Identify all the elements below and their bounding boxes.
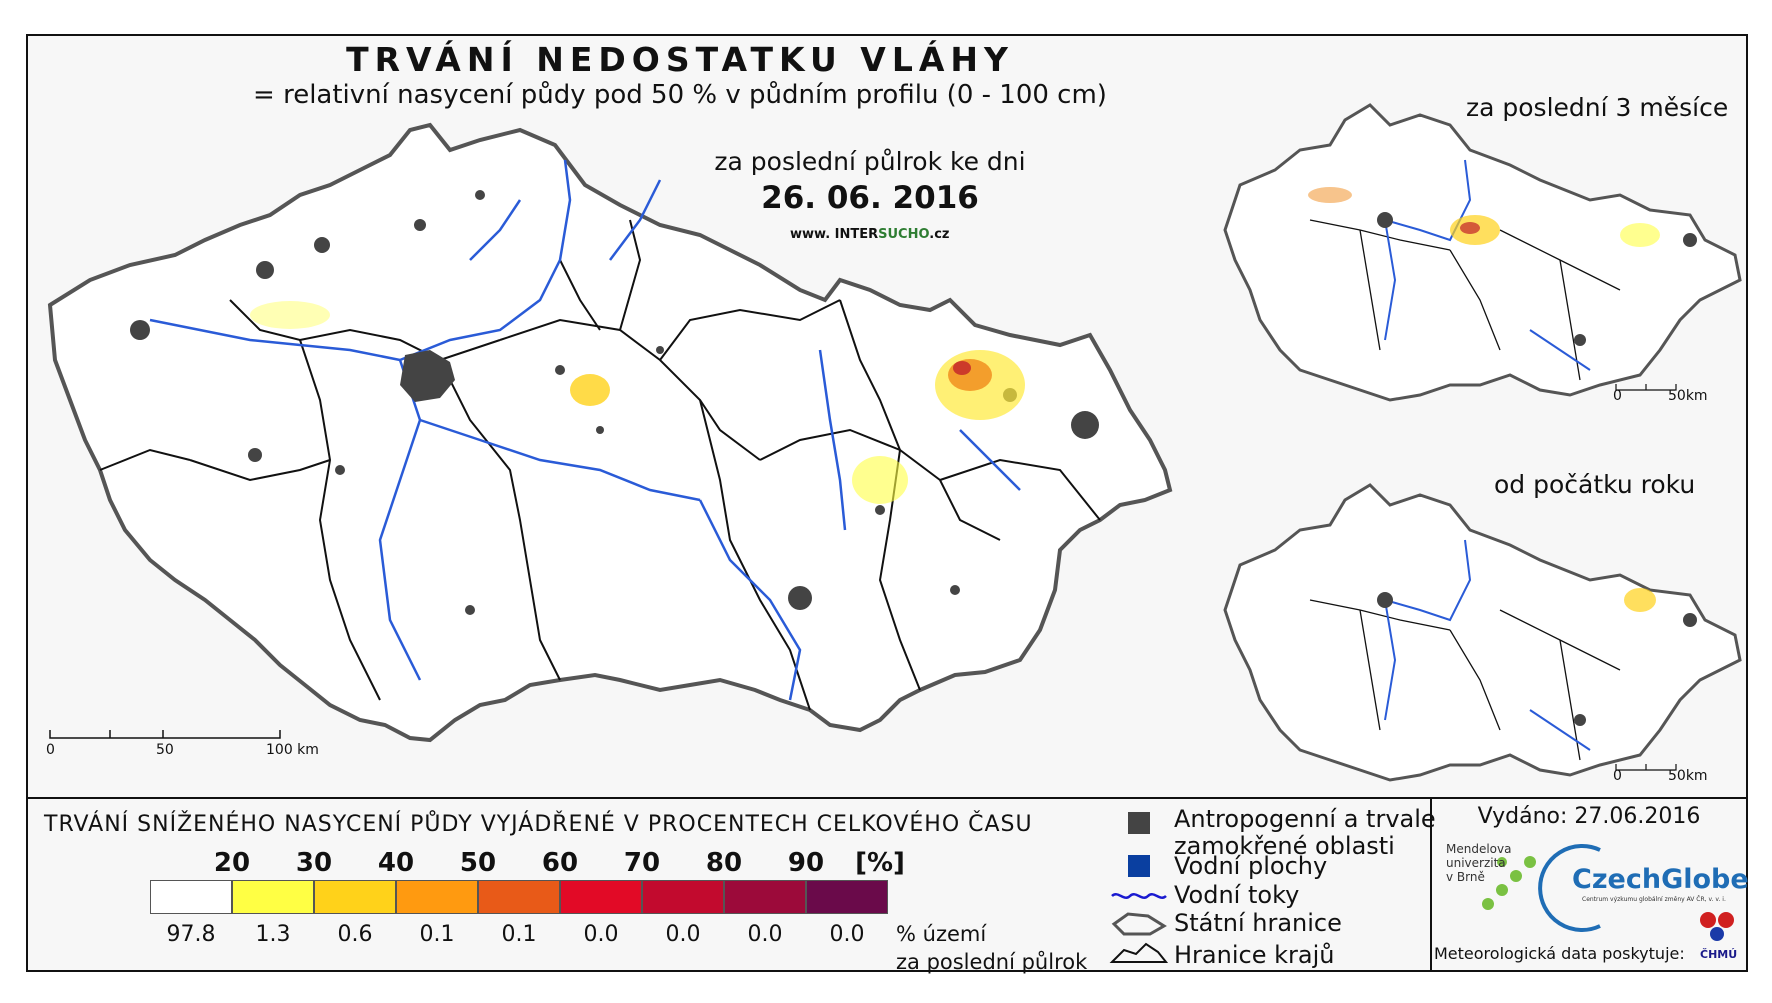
threshold-label: 50 xyxy=(459,848,497,878)
scale-ytd-0: 0 xyxy=(1613,768,1622,784)
scale-ytd-50: 50km xyxy=(1668,768,1708,784)
map-date: 26. 06. 2016 xyxy=(761,180,979,216)
color-bin xyxy=(724,880,806,914)
threshold-label: 90 xyxy=(787,848,825,878)
mendel-line1: Mendelova xyxy=(1446,842,1512,856)
water-swatch xyxy=(1128,855,1150,877)
percent-value: 0.1 xyxy=(419,922,455,947)
color-bin xyxy=(396,880,478,914)
inset-ytd-outline xyxy=(1223,483,1742,782)
percent-value: 0.6 xyxy=(337,922,373,947)
mendel-text: Mendelova univerzita v Brně xyxy=(1446,842,1511,884)
scale-3m-50: 50km xyxy=(1668,388,1708,404)
threshold-label: 60 xyxy=(541,848,579,878)
color-bin xyxy=(150,880,232,914)
website-suffix: .cz xyxy=(929,227,950,242)
ostrava-area xyxy=(1071,411,1099,439)
threshold-label: 40 xyxy=(377,848,415,878)
website-highlight: SUCHO xyxy=(878,227,930,242)
threshold-label: 20 xyxy=(213,848,251,878)
legend-urban: Antropogenní a trvale zamokřené oblasti xyxy=(1174,806,1436,860)
inset-3m-outline xyxy=(1223,103,1742,402)
drought-hotspots xyxy=(250,301,1025,504)
legend-region-border: Hranice krajů xyxy=(1174,941,1335,969)
meteo-credit: Meteorologická data poskytuje: xyxy=(1434,944,1685,963)
percent-value: 0.0 xyxy=(829,922,865,947)
mendel-logo xyxy=(1482,856,1536,910)
color-bin xyxy=(232,880,314,914)
inset-ytd-title: od počátku roku xyxy=(1494,470,1696,499)
percent-value: 0.0 xyxy=(665,922,701,947)
prague-area xyxy=(400,350,455,402)
credits-divider xyxy=(1430,797,1432,972)
czechglobe-subtitle: Centrum výzkumu globální změny AV ČR, v.… xyxy=(1582,896,1726,903)
inset-3m-hotspots xyxy=(1308,187,1660,247)
river-symbol xyxy=(1111,893,1167,899)
percent-caption-line2: za poslední půlrok xyxy=(896,950,1088,974)
legend-water: Vodní plochy xyxy=(1174,852,1328,880)
legend-divider xyxy=(26,797,1748,799)
mendel-line2: univerzita xyxy=(1446,856,1506,870)
chmu-logo xyxy=(1700,912,1734,941)
main-scale-bar xyxy=(49,730,281,739)
period-label: za poslední půlrok ke dni xyxy=(714,147,1026,176)
website-link[interactable]: www. INTERSUCHO.cz xyxy=(790,227,949,242)
inset-3m-title: za poslední 3 měsíce xyxy=(1466,93,1729,122)
percent-value: 0.0 xyxy=(747,922,783,947)
state-border-symbol xyxy=(1111,912,1167,936)
legend-rivers: Vodní toky xyxy=(1174,881,1300,909)
inset-3m-scale xyxy=(1615,384,1677,391)
map-title: TRVÁNÍ NEDOSTATKU VLÁHY xyxy=(346,40,1014,79)
urban-swatch xyxy=(1128,812,1150,834)
percent-value: 1.3 xyxy=(255,922,291,947)
mendel-line3: v Brně xyxy=(1446,870,1485,884)
inset-ytd-scale xyxy=(1615,764,1677,771)
unit-label: [%] xyxy=(855,848,905,878)
scale-3m-0: 0 xyxy=(1613,388,1622,404)
scale-main-100: 100 km xyxy=(266,742,319,758)
scale-main-50: 50 xyxy=(156,742,174,758)
color-bin xyxy=(560,880,642,914)
threshold-label: 30 xyxy=(295,848,333,878)
website-prefix: www. INTER xyxy=(790,227,879,242)
color-bin xyxy=(314,880,396,914)
map-subtitle: = relativní nasycení půdy pod 50 % v půd… xyxy=(253,80,1107,110)
percent-caption-line1: % území xyxy=(896,922,987,946)
color-bin xyxy=(642,880,724,914)
brno-area xyxy=(788,586,812,610)
region-borders xyxy=(99,219,1101,711)
czechglobe-text: CzechGlobe xyxy=(1572,864,1749,895)
inset-ytd-rivers xyxy=(1384,539,1591,751)
color-bin xyxy=(478,880,560,914)
percent-value: 0.0 xyxy=(583,922,619,947)
region-border-symbol xyxy=(1109,942,1169,963)
czechglobe-logo xyxy=(1538,844,1601,932)
inset-3m-rivers xyxy=(1384,159,1591,371)
issued-date: Vydáno: 27.06.2016 xyxy=(1477,804,1701,829)
urban-areas xyxy=(130,190,1099,615)
percent-value: 97.8 xyxy=(166,922,216,947)
threshold-label: 70 xyxy=(623,848,661,878)
rivers xyxy=(149,159,1021,701)
main-country-outline xyxy=(47,122,1173,743)
percent-caption: % území za poslední půlrok xyxy=(896,920,1087,976)
threshold-label: 80 xyxy=(705,848,743,878)
scale-main-0: 0 xyxy=(46,742,55,758)
legend-urban-line1: Antropogenní a trvale xyxy=(1174,805,1436,833)
legend-title: TRVÁNÍ SNÍŽENÉHO NASYCENÍ PŮDY VYJÁDŘENÉ… xyxy=(44,812,1033,837)
legend-urban-line2: zamokřené oblasti xyxy=(1174,832,1395,860)
legend-state-border: Státní hranice xyxy=(1174,909,1342,937)
chmu-text: ČHMÚ xyxy=(1700,948,1738,961)
color-bin xyxy=(806,880,888,914)
percent-value: 0.1 xyxy=(501,922,537,947)
